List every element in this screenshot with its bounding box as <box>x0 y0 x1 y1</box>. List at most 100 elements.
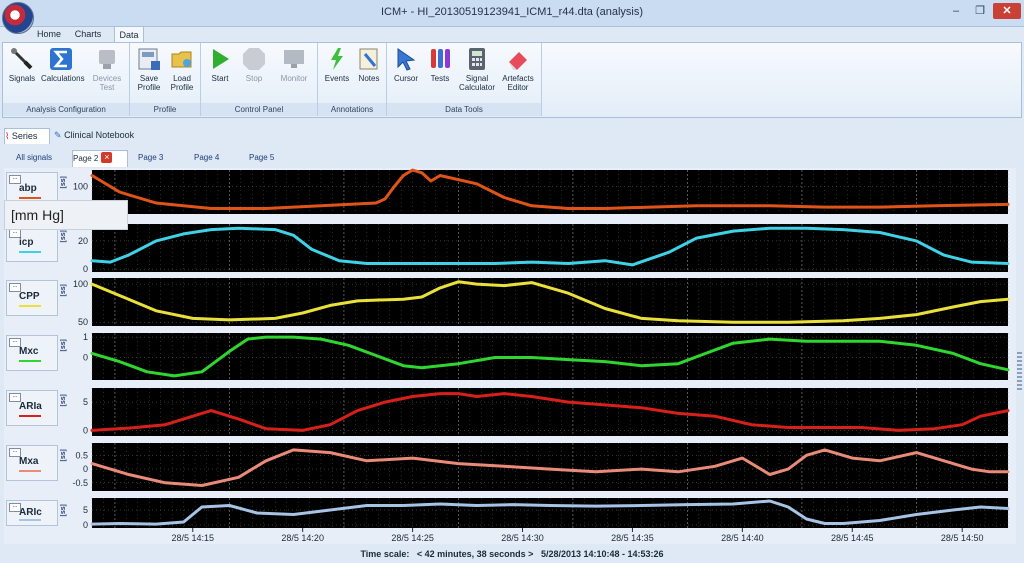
notebook-icon: ✎ <box>54 130 62 140</box>
data-point <box>155 309 157 312</box>
data-point <box>512 503 515 506</box>
signal-menu-icon[interactable]: ... <box>9 393 21 402</box>
data-point <box>970 261 973 263</box>
notes-button[interactable]: Notes <box>352 46 386 98</box>
signal-name: ARIa <box>19 401 42 412</box>
signal-label-cpp[interactable]: ... CPP <box>6 280 58 316</box>
data-point <box>256 512 258 514</box>
panel-resize-handle[interactable] <box>1017 352 1022 392</box>
data-point <box>805 340 808 342</box>
data-point <box>530 204 533 207</box>
data-point <box>503 284 506 287</box>
signal-label-icp[interactable]: ... icp <box>6 226 58 262</box>
calculations-button[interactable]: Calculations <box>41 46 85 98</box>
data-point <box>475 182 478 185</box>
devices-test-button[interactable]: Devices Test <box>89 46 125 98</box>
data-point <box>979 300 982 303</box>
signal-color-swatch <box>19 519 41 521</box>
close-button[interactable]: ✕ <box>993 3 1021 19</box>
plot-panel-abp: 100 <box>73 168 1010 214</box>
signal-label-mxc[interactable]: ... Mxc <box>6 335 58 371</box>
minimize-button[interactable]: – <box>952 5 960 17</box>
data-point <box>439 262 441 265</box>
tab-home[interactable]: Home <box>36 29 61 39</box>
save-profile-button[interactable]: Save Profile <box>132 46 166 98</box>
data-point <box>686 503 689 506</box>
signal-calculator-label: Signal Calculator <box>458 74 495 92</box>
unit-toggle-button[interactable]: ss <box>60 230 71 242</box>
unit-toggle-button[interactable]: ss <box>60 339 71 351</box>
signal-menu-icon[interactable]: ... <box>9 283 21 292</box>
data-point <box>237 476 240 479</box>
data-point <box>805 454 808 457</box>
tab-series[interactable]: ⌇ Series <box>4 128 50 144</box>
plot-panel-aric: 50 <box>83 498 1010 530</box>
data-point <box>915 240 918 242</box>
data-point <box>411 395 414 398</box>
data-point <box>329 451 331 454</box>
data-point <box>402 298 405 301</box>
y-tick-label: 50 <box>78 317 88 327</box>
data-point <box>494 356 496 359</box>
tab-series-label: Series <box>11 131 38 141</box>
data-point <box>366 262 368 265</box>
data-point <box>677 412 680 415</box>
tab-charts[interactable]: Charts <box>74 29 102 39</box>
tab-all-signals[interactable]: All signals <box>16 153 53 162</box>
stop-button[interactable]: Stop <box>237 46 271 98</box>
data-point <box>439 174 441 177</box>
data-point <box>677 319 680 322</box>
close-tab-icon[interactable]: × <box>101 152 113 163</box>
unit-toggle-button[interactable]: ss <box>60 176 71 188</box>
signal-calculator-button[interactable]: Signal Calculator <box>457 46 497 98</box>
signal-menu-icon[interactable]: ... <box>9 448 21 457</box>
data-point <box>237 227 240 230</box>
data-point <box>567 207 570 210</box>
data-point <box>631 264 634 266</box>
signal-label-mxa[interactable]: ... Mxa <box>6 445 58 481</box>
time-scale-duration[interactable]: < 42 minutes, 38 seconds > <box>416 549 534 559</box>
data-point <box>604 404 606 406</box>
data-point <box>155 240 157 242</box>
unit-toggle-button[interactable]: ss <box>60 504 71 516</box>
cursor-button[interactable]: Cursor <box>389 46 423 98</box>
signal-menu-icon[interactable]: ... <box>9 503 21 512</box>
signal-menu-icon[interactable]: ... <box>9 338 21 347</box>
y-tick-label: 1 <box>83 332 88 342</box>
monitor-button[interactable]: Monitor <box>275 46 313 98</box>
tab-page-2[interactable]: Page 2 × <box>72 150 128 167</box>
data-point <box>265 207 267 210</box>
data-point <box>750 423 753 426</box>
tab-page-3[interactable]: Page 3 <box>138 153 164 162</box>
tests-button[interactable]: Tests <box>423 46 457 98</box>
signals-button[interactable]: Signals <box>5 46 39 98</box>
data-point <box>668 251 670 254</box>
unit-toggle-button[interactable]: ss <box>60 394 71 406</box>
tab-data[interactable]: Data <box>114 26 144 43</box>
tab-clinical-notebook[interactable]: ✎ Clinical Notebook <box>54 128 144 143</box>
stop-label: Stop <box>245 74 263 83</box>
group-analysis-configuration: Signals Calculations Devices Test Analys… <box>3 43 130 116</box>
load-profile-button[interactable]: Load Profile <box>165 46 199 98</box>
tab-page-5[interactable]: Page 5 <box>249 153 275 162</box>
series-tabs: ⌇ Series ✎ Clinical Notebook <box>2 126 1020 144</box>
eraser-icon <box>509 52 527 70</box>
data-point <box>127 254 130 256</box>
events-button[interactable]: Events <box>320 46 354 98</box>
tab-page-4[interactable]: Page 4 <box>194 153 220 162</box>
start-button[interactable]: Start <box>203 46 237 98</box>
data-point <box>375 354 377 357</box>
artefacts-editor-button[interactable]: Artefacts Editor <box>499 46 537 98</box>
maximize-button[interactable]: ❐ <box>975 5 985 17</box>
unit-toggle-button[interactable]: ss <box>60 449 71 461</box>
app-logo-icon[interactable] <box>2 2 34 34</box>
data-point <box>732 230 734 232</box>
signal-menu-icon[interactable]: ... <box>9 175 21 184</box>
signal-label-aric[interactable]: ... ARIc <box>6 500 58 526</box>
test-tubes-icon <box>431 49 450 68</box>
unit-toggle-button[interactable]: ss <box>60 284 71 296</box>
cursor-icon <box>397 48 416 71</box>
signal-label-aria[interactable]: ... ARIa <box>6 390 58 426</box>
start-label: Start <box>211 74 229 83</box>
